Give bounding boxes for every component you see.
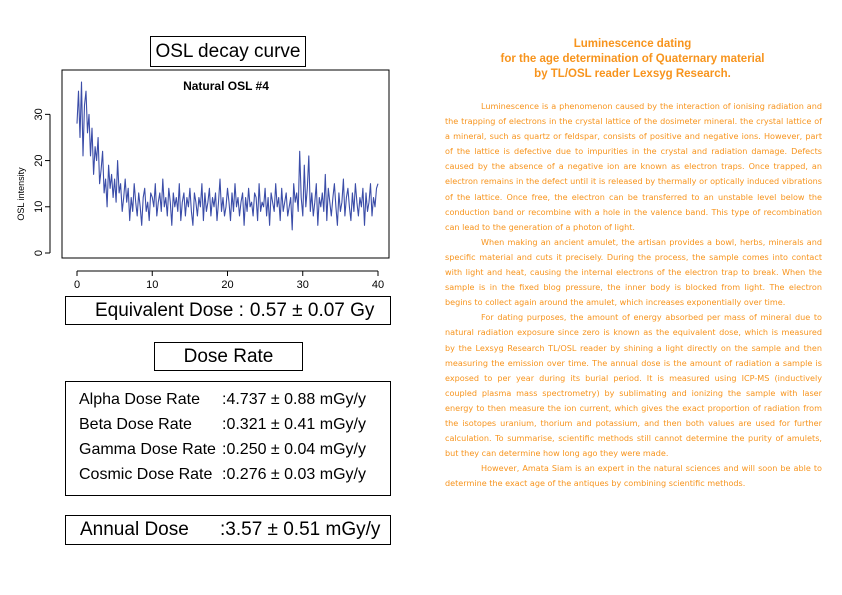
rate-value: :0.321 ± 0.41 mGy/y <box>222 416 366 433</box>
y-tick-label: 30 <box>33 108 45 120</box>
osl-decay-curve-title-text: OSL decay curve <box>155 40 301 62</box>
y-tick-label: 0 <box>33 250 45 256</box>
rate-label: Alpha Dose Rate <box>79 391 200 408</box>
article-title: Luminescence dating for the age determin… <box>460 37 805 82</box>
annual-dose-value: :3.57 ± 0.51 mGy/y <box>220 519 381 540</box>
osl-decay-curve-title: OSL decay curve <box>150 36 306 67</box>
article-title-line: for the age determination of Quaternary … <box>500 53 765 65</box>
y-tick-label: 20 <box>33 154 45 166</box>
osl-chart: Natural OSL #4 OSL intensity 0 10 20 30 40 0… <box>16 69 390 291</box>
rate-value: :0.250 ± 0.04 mGy/y <box>222 441 366 458</box>
article-paragraph: Luminescence is a phenomenon caused by t… <box>445 101 822 232</box>
rate-value: :0.276 ± 0.03 mGy/y <box>222 466 366 483</box>
x-tick-label: 0 <box>74 279 80 291</box>
equivalent-dose-value: 0.57 ± 0.07 Gy <box>249 299 375 321</box>
equivalent-dose-box: Equivalent Dose : 0.57 ± 0.07 Gy <box>65 296 391 325</box>
equivalent-dose-label: Equivalent Dose : <box>95 299 244 321</box>
annual-dose-label: Annual Dose <box>80 519 189 540</box>
rate-row-gamma: Gamma Dose Rate :0.250 ± 0.04 mGy/y <box>66 437 390 462</box>
rate-value: :4.737 ± 0.88 mGy/y <box>222 391 366 408</box>
rate-row-beta: Beta Dose Rate :0.321 ± 0.41 mGy/y <box>66 412 390 437</box>
article-title-line: Luminescence dating <box>573 38 692 50</box>
rate-row-alpha: Alpha Dose Rate :4.737 ± 0.88 mGy/y <box>66 387 390 412</box>
dose-rate-title: Dose Rate <box>154 342 303 371</box>
x-tick-label: 40 <box>372 279 384 291</box>
annual-dose-box: Annual Dose :3.57 ± 0.51 mGy/y <box>65 515 391 545</box>
article-paragraph: When making an ancient amulet, the artis… <box>445 236 822 308</box>
dose-rate-title-text: Dose Rate <box>183 345 274 367</box>
x-axis: 0 10 20 30 40 <box>74 270 384 291</box>
rate-row-cosmic: Cosmic Dose Rate :0.276 ± 0.03 mGy/y <box>66 462 390 487</box>
y-axis-label: OSL intensity <box>16 167 26 221</box>
plot-frame <box>61 69 390 259</box>
article-paragraph: However, Amata Siam is an expert in the … <box>445 463 822 489</box>
rate-label: Cosmic Dose Rate <box>79 466 213 483</box>
article-title-line: by TL/OSL reader Lexsyg Research. <box>534 68 731 80</box>
x-tick-label: 30 <box>297 279 309 291</box>
article-paragraph: For dating purposes, the amount of energ… <box>445 312 822 459</box>
article-body: Luminescence is a phenomenon caused by t… <box>445 99 822 491</box>
rate-label: Gamma Dose Rate <box>79 441 216 458</box>
chart-title: Natural OSL #4 <box>183 79 269 93</box>
x-tick-label: 10 <box>146 279 158 291</box>
rate-label: Beta Dose Rate <box>79 416 192 433</box>
x-tick-label: 20 <box>221 279 233 291</box>
dose-rates-box: Alpha Dose Rate :4.737 ± 0.88 mGy/y Beta… <box>65 381 391 496</box>
series-line <box>76 81 379 231</box>
y-tick-label: 10 <box>33 201 45 213</box>
y-axis: 0 10 20 30 <box>33 108 51 256</box>
